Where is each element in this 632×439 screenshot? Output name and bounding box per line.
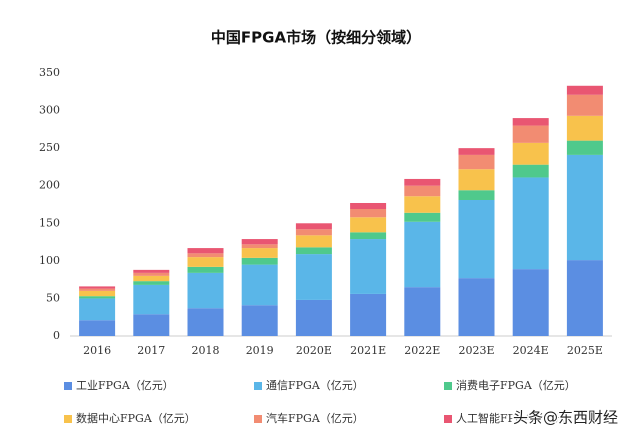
legend-swatch [444,415,452,423]
bar-segment [79,288,116,291]
legend-swatch [64,415,72,423]
bar-segment [350,293,387,336]
bar-segment [350,202,387,210]
legend-label: 汽车FPGA（亿元） [266,411,364,425]
bar-segment [566,154,603,261]
bar-segment [512,118,549,126]
bar-segment [241,248,278,258]
x-tick-label: 2022E [404,344,440,357]
bar-segment [295,229,332,236]
y-tick-label: 100 [39,254,60,267]
y-tick-label: 150 [39,216,60,229]
x-tick-label: 2023E [458,344,494,357]
bar-segment [295,223,332,230]
x-tick-label: 2018 [192,344,220,357]
bar-segment [241,239,278,245]
bar-segment [133,275,170,282]
bar-segment [241,257,278,265]
bar-segment [404,221,441,288]
bar-segment [566,260,603,336]
bar-segment [458,148,495,155]
bar-segment [133,269,170,273]
bar-segment [133,272,170,276]
x-tick-label: 2016 [83,344,111,357]
bar-segment [350,232,387,240]
bar-segment [133,281,170,285]
x-tick-label: 2019 [246,344,274,357]
legend-label: 通信FPGA（亿元） [266,379,364,392]
legend-swatch [64,382,72,390]
legend-swatch [444,382,452,390]
bar-segment [512,177,549,270]
bar-segment [350,239,387,294]
bar-segment [133,314,170,336]
y-tick-label: 50 [46,291,60,304]
bar-segment [458,169,495,191]
bar-segment [458,154,495,170]
bar-segment [241,305,278,336]
legend-label: 人工智能FPGA（亿元） [456,411,576,425]
bar-segment [404,212,441,222]
chart-title: 中国FPGA市场（按细分领域） [211,29,421,47]
bar-segment [241,264,278,306]
x-tick-label: 2024E [513,344,549,357]
bar-segment [350,209,387,218]
bar-segment [512,269,549,336]
bar-segment [295,247,332,255]
legend-label: 数据中心FPGA（亿元） [76,411,196,425]
bar-segment [79,296,116,299]
bar-segment [404,287,441,336]
x-tick-label: 2020E [296,344,332,357]
bar-segment [566,115,603,141]
bar-segment [512,142,549,165]
bar-segment [133,284,170,315]
bar-segment [187,257,224,267]
legend-label: 消费电子FPGA（亿元） [456,378,576,392]
bar-segment [512,125,549,143]
y-tick-label: 300 [39,104,60,117]
bar-segment [295,254,332,300]
legend-label: 工业FPGA（亿元） [76,379,174,392]
bar-segment [404,196,441,213]
bar-segment [458,278,495,336]
watermark: 头条@东西财经 [513,409,618,427]
x-tick-label: 2021E [350,344,386,357]
bar-segment [295,235,332,248]
bar-segment [404,178,441,186]
legend-swatch [254,415,262,423]
bar-segment [187,308,224,336]
bar-segment [566,94,603,116]
bar-segment [404,185,441,197]
y-tick-label: 0 [53,329,60,342]
bar-segment [458,199,495,279]
bar-segment [79,290,116,297]
y-tick-label: 350 [39,66,60,79]
bar-segment [350,217,387,233]
bar-segment [79,286,116,289]
bar-segment [512,164,549,178]
y-tick-label: 200 [39,179,60,192]
bar-segment [241,244,278,249]
bar-segment [187,248,224,254]
bar-segment [187,253,224,258]
x-tick-label: 2025E [567,344,603,357]
bar-segment [79,298,116,321]
legend-swatch [254,382,262,390]
bar-segment [295,299,332,336]
bar-segment [458,190,495,200]
bar-segment [79,320,116,336]
y-tick-label: 250 [39,141,60,154]
x-tick-label: 2017 [137,344,165,357]
bar-segment [187,266,224,273]
bar-segment [566,85,603,95]
bar-segment [566,140,603,155]
bar-segment [187,272,224,309]
